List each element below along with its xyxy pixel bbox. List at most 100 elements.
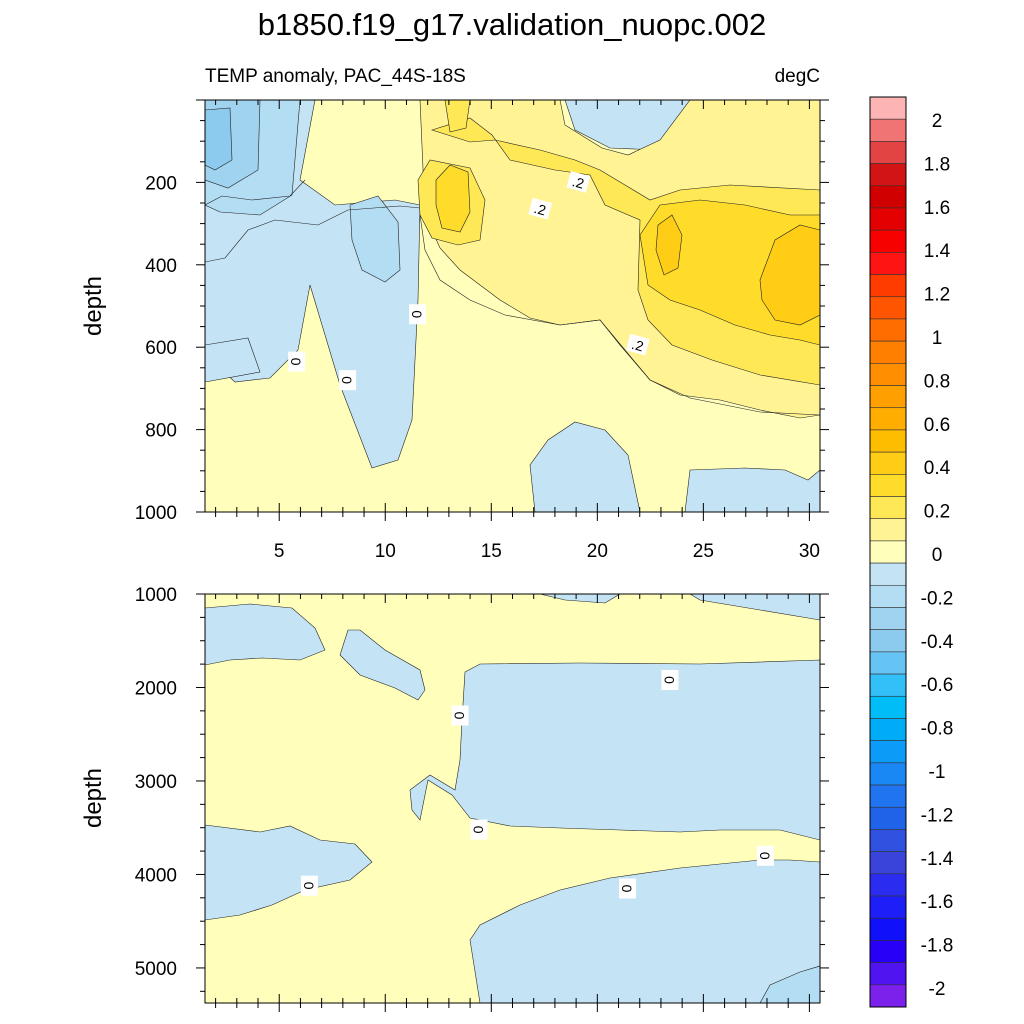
colorbar-label: -0.6 <box>921 675 954 696</box>
colorbar-box <box>869 962 907 986</box>
upper-y-axis-label: depth <box>80 276 107 336</box>
lower-y-tick-label: 3000 <box>135 772 177 793</box>
colorbar-box <box>869 562 907 586</box>
upper-x-tick-label: 20 <box>587 541 608 562</box>
upper-contour-label-text: .2 <box>571 173 587 192</box>
colorbar-box <box>869 229 907 253</box>
lower-axes: 1000 2000 3000 4000 5000 <box>135 585 829 1012</box>
colorbar-box <box>869 629 907 653</box>
colorbar-box <box>869 141 907 164</box>
upper-contour-label: .2 <box>528 197 553 220</box>
lower-contour-label: 0 <box>470 819 488 840</box>
lower-contour-label-text: 0 <box>661 676 677 684</box>
colorbar-box <box>869 829 907 852</box>
upper-contour-label: 0 <box>339 370 357 391</box>
colorbar-label: -1.2 <box>921 805 954 826</box>
lower-y-axis-label: depth <box>80 768 107 828</box>
upper-x-tick-label: 10 <box>375 541 396 562</box>
lower-panel: depth 1000 2000 3000 4000 5000 0 0 0 0 0 0 <box>80 585 829 1012</box>
colorbar-box <box>869 540 907 564</box>
upper-y-tick-label: 400 <box>145 256 177 277</box>
colorbar-box <box>869 451 907 475</box>
colorbar-label: -0.4 <box>921 632 954 653</box>
lower-contour-label: 0 <box>661 670 679 691</box>
lower-y-tick-label: 2000 <box>135 678 177 699</box>
upper-axes: 5 10 15 20 25 30 200 400 600 800 1000 <box>135 99 829 562</box>
colorbar-box <box>869 584 907 608</box>
upper-y-tick-label: 200 <box>145 173 177 194</box>
lower-contour-label-text: 0 <box>451 712 467 720</box>
upper-contour-label: 0 <box>409 304 427 325</box>
colorbar-box <box>869 984 907 1008</box>
upper-x-tick-label: 5 <box>274 541 285 562</box>
colorbar-box <box>869 940 907 963</box>
colorbar-label: 1.8 <box>924 154 950 175</box>
colorbar-box <box>869 340 907 364</box>
colorbar-box <box>869 163 907 187</box>
colorbar-label: 0.4 <box>924 458 951 479</box>
lower-contour-label: 0 <box>619 878 637 899</box>
lower-contour-label: 0 <box>756 845 774 866</box>
upper-contour-label-text: 0 <box>339 376 355 384</box>
colorbar-label: 2 <box>932 111 943 132</box>
upper-contour-label-text: .2 <box>630 336 646 355</box>
colorbar-box <box>869 762 907 786</box>
colorbar-box <box>869 784 907 808</box>
upper-contour-label: 0 <box>288 351 306 372</box>
colorbar-boxes <box>869 96 907 1008</box>
lower-y-tick-label: 4000 <box>135 865 177 886</box>
colorbar-frame <box>869 96 907 1008</box>
colorbar-box <box>869 185 907 209</box>
colorbar-box <box>869 474 907 497</box>
colorbar-box <box>869 296 907 320</box>
colorbar-box <box>869 917 907 941</box>
upper-contour-field <box>205 100 820 512</box>
lower-contour-label-text: 0 <box>301 882 317 890</box>
colorbar-box <box>869 673 907 697</box>
colorbar-label: 1.4 <box>924 241 951 262</box>
lower-contour-label-text: 0 <box>619 885 635 893</box>
upper-contour-label: .2 <box>566 171 591 193</box>
colorbar-box <box>869 873 907 897</box>
upper-left-label: TEMP anomaly, PAC_44S-18S <box>205 66 466 87</box>
colorbar-box <box>869 274 907 298</box>
colorbar-label: 0.8 <box>924 371 950 392</box>
colorbar-box <box>869 96 907 120</box>
upper-x-tick-label: 25 <box>693 541 714 562</box>
colorbar-label: 1 <box>932 328 943 349</box>
colorbar-box <box>869 895 907 919</box>
lower-contour-field <box>205 594 820 1003</box>
colorbar-box <box>869 207 907 231</box>
colorbar-box <box>869 429 907 453</box>
colorbar-label: 0 <box>932 545 943 566</box>
colorbar-label: -1 <box>929 762 946 783</box>
colorbar-box <box>869 651 907 675</box>
colorbar-box <box>869 607 907 630</box>
colorbar-box <box>869 518 907 542</box>
lower-y-tick-label: 5000 <box>135 959 177 980</box>
upper-y-tick-label: 800 <box>145 421 177 442</box>
upper-x-tick-label: 30 <box>799 541 820 562</box>
colorbar-box <box>869 407 907 431</box>
colorbar-box <box>869 118 907 142</box>
lower-contour-label: 0 <box>300 875 318 896</box>
colorbar-label: 1.6 <box>924 198 950 219</box>
colorbar-box <box>869 385 907 409</box>
colorbar-box <box>869 806 907 830</box>
lower-contour-label-text: 0 <box>757 852 773 860</box>
upper-contour-label-text: 0 <box>288 358 304 366</box>
upper-panel: TEMP anomaly, PAC_44S-18S degC depth <box>80 66 829 562</box>
lower-contour-label-text: 0 <box>471 826 487 834</box>
upper-right-label: degC <box>775 66 820 87</box>
colorbar-box <box>869 851 907 875</box>
figure-title: b1850.f19_g17.validation_nuopc.002 <box>258 7 767 42</box>
colorbar-box <box>869 252 907 275</box>
colorbar-label: -0.2 <box>921 588 954 609</box>
colorbar-label: -1.6 <box>921 892 954 913</box>
colorbar-box <box>869 695 907 719</box>
colorbar: 2 1.8 1.6 1.4 1.2 1 0.8 0.6 0.4 0.2 0 -0.2 -0.4 -0.6 -… <box>869 96 954 1008</box>
colorbar-label: -1.4 <box>921 849 954 870</box>
upper-y-tick-label: 600 <box>145 338 177 359</box>
colorbar-label: -1.8 <box>921 936 954 957</box>
